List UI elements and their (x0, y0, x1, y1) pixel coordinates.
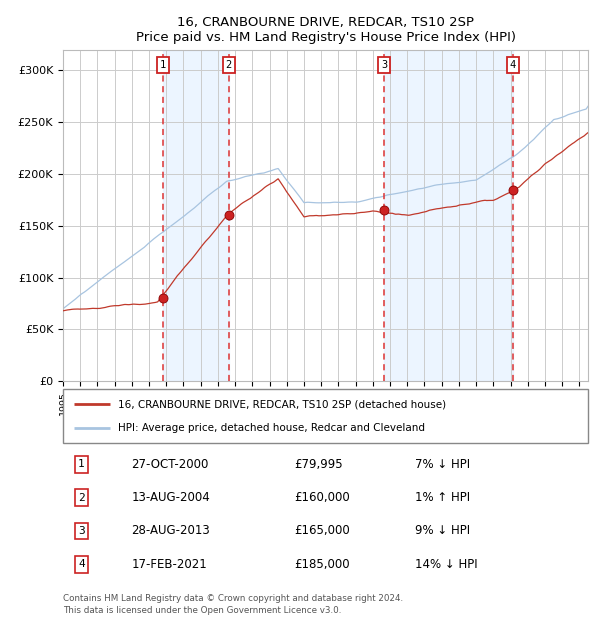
Text: 1: 1 (160, 60, 166, 70)
Title: 16, CRANBOURNE DRIVE, REDCAR, TS10 2SP
Price paid vs. HM Land Registry's House P: 16, CRANBOURNE DRIVE, REDCAR, TS10 2SP P… (136, 16, 515, 44)
Text: £165,000: £165,000 (294, 525, 350, 538)
Text: 2: 2 (226, 60, 232, 70)
Text: 4: 4 (78, 559, 85, 569)
Text: 2: 2 (78, 493, 85, 503)
Bar (163, 50, 229, 381)
Text: 17-FEB-2021: 17-FEB-2021 (131, 558, 207, 571)
Text: 7% ↓ HPI: 7% ↓ HPI (415, 458, 470, 471)
Text: 4: 4 (509, 60, 516, 70)
Text: £160,000: £160,000 (294, 491, 350, 504)
Text: 3: 3 (381, 60, 388, 70)
Text: 3: 3 (78, 526, 85, 536)
Bar (384, 50, 512, 381)
Text: 27-OCT-2000: 27-OCT-2000 (131, 458, 209, 471)
FancyBboxPatch shape (63, 389, 588, 443)
Text: 28-AUG-2013: 28-AUG-2013 (131, 525, 210, 538)
Text: £79,995: £79,995 (294, 458, 343, 471)
Text: 9% ↓ HPI: 9% ↓ HPI (415, 525, 470, 538)
Text: 16, CRANBOURNE DRIVE, REDCAR, TS10 2SP (detached house): 16, CRANBOURNE DRIVE, REDCAR, TS10 2SP (… (118, 399, 446, 409)
Text: Contains HM Land Registry data © Crown copyright and database right 2024.
This d: Contains HM Land Registry data © Crown c… (63, 594, 403, 615)
Text: £185,000: £185,000 (294, 558, 350, 571)
Text: 13-AUG-2004: 13-AUG-2004 (131, 491, 210, 504)
Text: HPI: Average price, detached house, Redcar and Cleveland: HPI: Average price, detached house, Redc… (118, 423, 425, 433)
Text: 14% ↓ HPI: 14% ↓ HPI (415, 558, 478, 571)
Text: 1% ↑ HPI: 1% ↑ HPI (415, 491, 470, 504)
Text: 1: 1 (78, 459, 85, 469)
